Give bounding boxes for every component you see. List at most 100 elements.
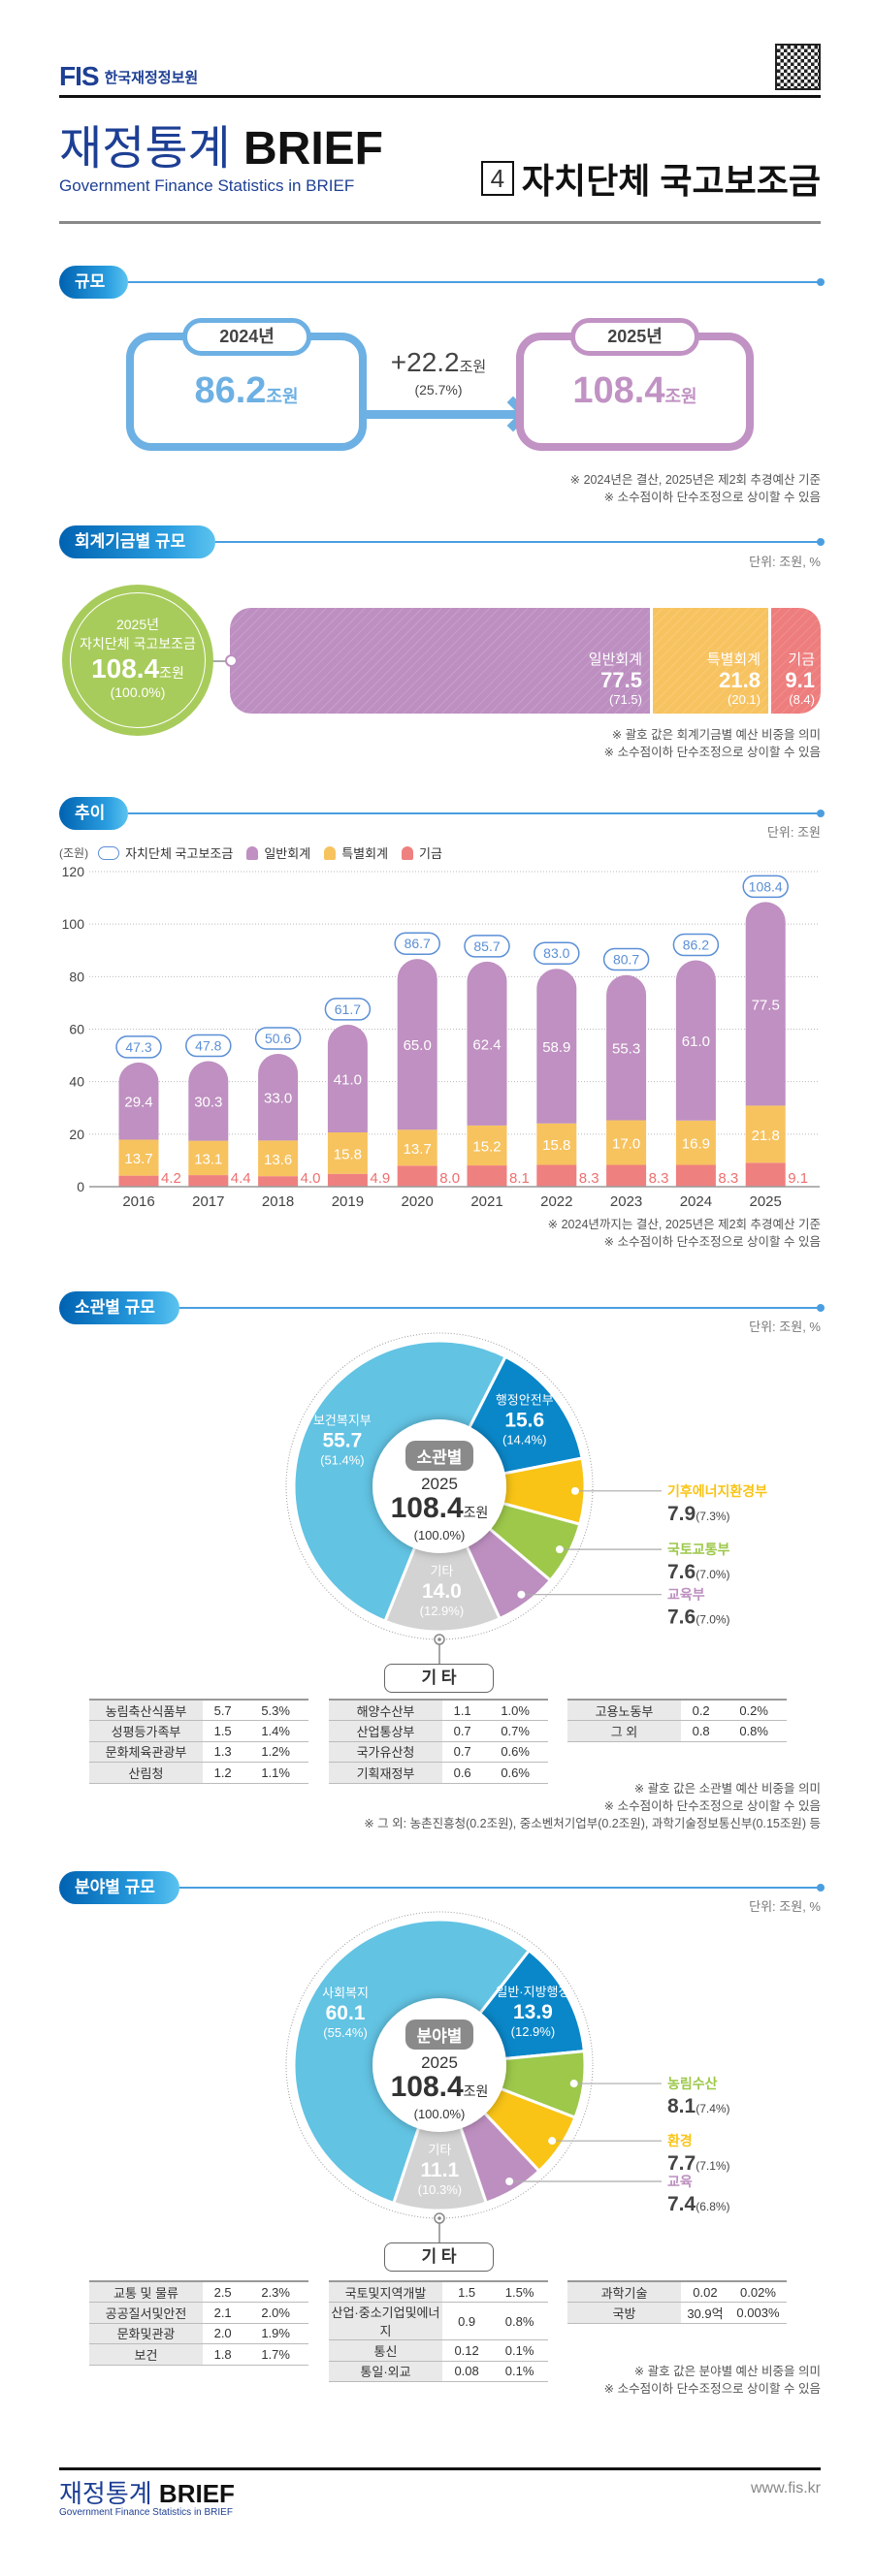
qr-code-icon[interactable] bbox=[775, 44, 821, 90]
table-row: 국토및지역개발 1.5 1.5% bbox=[329, 2281, 548, 2303]
unit-note: 단위: 조원, % bbox=[749, 1899, 821, 1914]
total-label-pill bbox=[534, 941, 580, 965]
callout-name: 교육 bbox=[667, 2174, 693, 2189]
center-pct: (100.0%) bbox=[413, 1528, 466, 1542]
row-name: 산업·중소기업및에너지 bbox=[329, 2302, 442, 2340]
note: ※ 2024년은 결산, 2025년은 제2회 추경예산 기준 bbox=[569, 473, 821, 487]
total-year: 2025년 bbox=[115, 617, 160, 632]
segment-name: 일반회계 bbox=[588, 652, 642, 668]
section-dot bbox=[817, 1304, 825, 1312]
segment-name: 특별회계 bbox=[706, 652, 761, 668]
section-ministry-title: 소관별 규모 bbox=[59, 1291, 179, 1324]
row-pct: 1.0% bbox=[482, 1700, 548, 1721]
data-label-기금: 4.4 bbox=[231, 1170, 251, 1187]
row-name: 보건 bbox=[89, 2343, 203, 2366]
table-row: 성평등가족부 1.5 1.4% bbox=[89, 1720, 308, 1742]
data-label-기금: 4.9 bbox=[370, 1170, 390, 1187]
other-connector-dot-inner bbox=[437, 1638, 441, 1641]
slice-기타 bbox=[382, 1482, 502, 1634]
footer-brand-kr: 재정통계 bbox=[59, 2479, 152, 2508]
bar-segment-기금 bbox=[536, 1164, 577, 1187]
value-2024-unit: 조원 bbox=[266, 387, 299, 406]
row-value: 5.7 bbox=[203, 1700, 243, 1721]
row-pct: 1.2% bbox=[243, 1741, 308, 1763]
y-tick-label: 20 bbox=[69, 1127, 84, 1142]
row-value: 0.7 bbox=[442, 1720, 483, 1742]
table-row: 과학기술 0.02 0.02% bbox=[567, 2281, 787, 2303]
legend-total-swatch bbox=[98, 845, 120, 860]
data-label-기금: 9.1 bbox=[788, 1170, 808, 1187]
row-value: 1.2 bbox=[203, 1762, 243, 1784]
data-label-특별회계: 15.8 bbox=[542, 1137, 570, 1154]
footer-url[interactable]: www.fis.kr bbox=[751, 2480, 821, 2496]
data-label-기금: 8.0 bbox=[439, 1170, 460, 1187]
tab-2025: 2025년 bbox=[570, 318, 699, 356]
row-pct: 0.1% bbox=[491, 2339, 548, 2362]
row-name: 고용노동부 bbox=[567, 1700, 681, 1721]
callout-value: 8.1(7.4%) bbox=[667, 2095, 730, 2117]
segment-fund: 기금 9.1 (8.4) bbox=[771, 608, 821, 714]
issue-number: 4 bbox=[480, 161, 514, 196]
bar-segment-기금 bbox=[606, 1164, 647, 1187]
bar-segment-특별회계 bbox=[675, 1120, 716, 1165]
bar-segment-일반회계 bbox=[675, 960, 716, 1121]
row-name: 통신 bbox=[329, 2339, 442, 2362]
total-label: 61.7 bbox=[335, 1002, 361, 1017]
footer-brand: 재정통계 BRIEF bbox=[59, 2474, 235, 2510]
other-table: 고용노동부 0.2 0.2% 그 외 0.8 0.8% bbox=[567, 1699, 787, 1742]
callout-dot bbox=[548, 2137, 557, 2146]
issue-title-text: 자치단체 국고보조금 bbox=[521, 161, 821, 201]
row-name: 통일·외교 bbox=[329, 2361, 442, 2382]
bar-segment-기금 bbox=[327, 1173, 368, 1187]
note: ※ 소수점이하 단수조정으로 상이할 수 있음 bbox=[603, 491, 821, 504]
callout-name: 국토교통부 bbox=[667, 1542, 730, 1557]
callout-value: 7.9(7.3%) bbox=[667, 1503, 730, 1525]
unit-note: 단위: 조원, % bbox=[749, 555, 821, 569]
slice-pct: (51.4%) bbox=[320, 1452, 365, 1467]
segment-value: 9.1 bbox=[785, 668, 815, 692]
other-box: 기 타 bbox=[384, 1664, 494, 1693]
total-label: 50.6 bbox=[265, 1031, 291, 1046]
total-label-pill bbox=[254, 1027, 302, 1050]
callout-dot bbox=[517, 1590, 526, 1599]
data-label-일반회계: 30.3 bbox=[194, 1095, 222, 1111]
footer-subtitle: Government Finance Statistics in BRIEF bbox=[59, 2507, 233, 2518]
bar-segment-기금 bbox=[675, 1164, 716, 1187]
center-value-number: 108.4 bbox=[390, 1492, 464, 1524]
callout-name: 기후에너지환경부 bbox=[667, 1483, 767, 1499]
data-label-특별회계: 13.7 bbox=[124, 1151, 152, 1167]
change-amount: +22.2조원 bbox=[380, 347, 497, 378]
section-dot bbox=[817, 1884, 825, 1892]
center-badge: 분야별 bbox=[405, 2019, 474, 2050]
legend-special-label: 특별회계 bbox=[341, 846, 389, 861]
table-row: 해양수산부 1.1 1.0% bbox=[329, 1700, 548, 1721]
total-label-pill bbox=[602, 947, 650, 971]
segment-value: 21.8 bbox=[719, 668, 761, 692]
change-pct: (25.7%) bbox=[414, 382, 463, 398]
row-value: 0.8 bbox=[681, 1720, 722, 1742]
row-pct: 1.5% bbox=[491, 2281, 548, 2303]
data-label-일반회계: 33.0 bbox=[264, 1091, 292, 1107]
data-label-일반회계: 61.0 bbox=[682, 1034, 710, 1050]
total-label: 86.7 bbox=[405, 936, 431, 951]
data-label-일반회계: 55.3 bbox=[612, 1041, 640, 1058]
segment-general: 일반회계 77.5 (71.5) bbox=[230, 608, 650, 714]
slice-name: 일반·지방행정 bbox=[496, 1985, 569, 1999]
data-label-기금: 8.1 bbox=[509, 1170, 530, 1187]
bar-segment-일반회계 bbox=[745, 902, 786, 1106]
donut-center: 분야별 2025 108.4조원 (100.0%) bbox=[372, 2019, 507, 2121]
data-label-기금: 8.3 bbox=[718, 1170, 738, 1187]
issue-title: 4 자치단체 국고보조금 bbox=[480, 153, 821, 204]
row-name: 문화및관광 bbox=[89, 2323, 203, 2344]
brand-subtitle: Government Finance Statistics in BRIEF bbox=[59, 176, 355, 195]
bar-segment-기금 bbox=[745, 1162, 786, 1187]
row-pct: 2.3% bbox=[243, 2281, 308, 2303]
bar-segment-특별회계 bbox=[745, 1105, 786, 1163]
legend-fund-label: 기금 bbox=[419, 846, 442, 861]
total-label: 108.4 bbox=[749, 878, 783, 894]
unit-note: 단위: 조원, % bbox=[749, 1320, 821, 1334]
slice-pct: (12.9%) bbox=[511, 2024, 556, 2039]
legend-total-label: 자치단체 국고보조금 bbox=[125, 846, 234, 861]
bar-segment-일반회계 bbox=[397, 959, 437, 1130]
row-name: 산림청 bbox=[89, 1762, 203, 1784]
